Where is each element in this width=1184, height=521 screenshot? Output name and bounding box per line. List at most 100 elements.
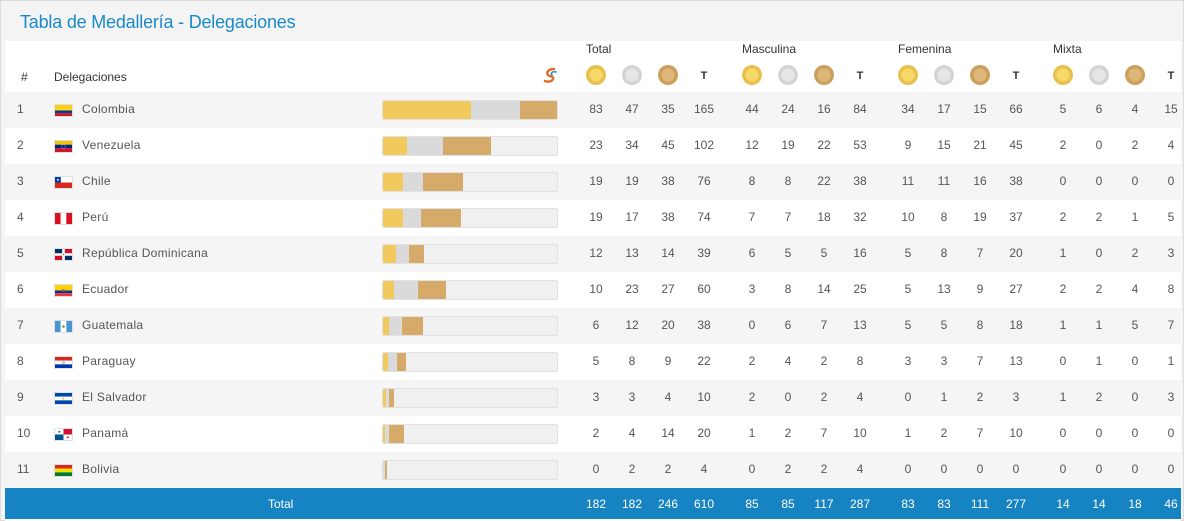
table-row[interactable]: 2 Venezuela 23 34 45 102 12 19 22 53 9 15 21 45 2 0 2 4 (5, 128, 1181, 164)
group-label-femenina: Femenina (898, 42, 952, 56)
mix-gold-cell: 2 (1059, 210, 1067, 224)
country-name[interactable]: El Salvador (82, 390, 147, 404)
table-row[interactable]: 10 Panamá 2 4 14 20 1 2 7 10 1 2 7 10 0 0 0 0 (5, 416, 1181, 452)
masc-bronze-cell: 14 (817, 282, 831, 296)
country-name[interactable]: República Dominicana (82, 246, 209, 260)
fem-bronze-cell: 2 (976, 390, 984, 404)
total-silver-cell: 3 (628, 390, 636, 404)
masc-bronze-cell: 5 (820, 246, 828, 260)
mix-gold-cell: 0 (1059, 174, 1067, 188)
total-bronze-cell: 45 (661, 138, 675, 152)
masc-gold-cell: 1 (748, 426, 756, 440)
fem-total-cell: 13 (1009, 354, 1023, 368)
silver-bar-segment (386, 389, 390, 407)
total-total-cell: 60 (697, 282, 711, 296)
medal-distribution-bar (382, 352, 558, 372)
footer-fem-silver-cell: 83 (937, 497, 951, 511)
fem-bronze-cell: 15 (973, 102, 987, 116)
masc-silver-cell: 8 (784, 282, 792, 296)
fem-gold-cell: 5 (904, 318, 912, 332)
fem-gold-cell: 1 (904, 426, 912, 440)
country-name[interactable]: Colombia (82, 102, 136, 116)
total-total-cell: 38 (697, 318, 711, 332)
table-row[interactable]: 3 Chile 19 19 38 76 8 8 22 38 11 11 16 38 0 0 0 0 (5, 164, 1181, 200)
mix-bronze-cell: 2 (1131, 138, 1139, 152)
masc-gold-cell: 2 (748, 354, 756, 368)
masc-bronze-cell: 7 (820, 426, 828, 440)
footer-masc-gold-cell: 85 (745, 497, 759, 511)
country-name[interactable]: Perú (82, 210, 109, 224)
table-row[interactable]: 9 El Salvador 3 3 4 10 2 0 2 4 0 1 2 3 1 2 0 3 (5, 380, 1181, 416)
total-gold-cell: 10 (589, 282, 603, 296)
mix-bronze-cell: 2 (1131, 246, 1139, 260)
header-silver-medal-icon (778, 65, 798, 85)
header-gold-medal-icon (898, 65, 918, 85)
totals-label: Total (268, 497, 294, 511)
table-row[interactable]: 7 Guatemala 6 12 20 38 0 6 7 13 5 5 8 18 1 1 5 7 (5, 308, 1181, 344)
country-name[interactable]: Paraguay (82, 354, 136, 368)
masc-bronze-cell: 2 (820, 354, 828, 368)
fem-silver-cell: 11 (937, 174, 951, 188)
venezuela-flag-icon (54, 140, 73, 153)
masc-bronze-cell: 7 (820, 318, 828, 332)
country-name[interactable]: Venezuela (82, 138, 141, 152)
total-total-cell: 39 (697, 246, 711, 260)
rank-cell: 9 (17, 390, 24, 404)
mix-bronze-cell: 0 (1131, 426, 1139, 440)
table-row[interactable]: 8 Paraguay 5 8 9 22 2 4 2 8 3 3 7 13 0 1 0 1 (5, 344, 1181, 380)
total-bronze-cell: 9 (664, 354, 672, 368)
fem-silver-cell: 13 (937, 282, 951, 296)
total-silver-cell: 19 (625, 174, 639, 188)
header-silver-medal-icon (934, 65, 954, 85)
country-name[interactable]: Chile (82, 174, 111, 188)
bronze-bar-segment (389, 389, 394, 407)
mix-total-cell: 3 (1167, 390, 1175, 404)
header-silver-medal-icon (622, 65, 642, 85)
medal-distribution-bar (382, 244, 558, 264)
bolivia-flag-icon (54, 464, 73, 477)
total-silver-cell: 34 (625, 138, 639, 152)
fem-bronze-cell: 0 (976, 462, 984, 476)
total-bronze-cell: 20 (661, 318, 675, 332)
header-gold-medal-icon (586, 65, 606, 85)
masc-total-cell: 25 (853, 282, 867, 296)
masc-bronze-cell: 22 (817, 138, 831, 152)
footer-fem-total-cell: 277 (1005, 497, 1027, 511)
fem-gold-cell: 5 (904, 282, 912, 296)
header-total-column: T (856, 70, 864, 82)
table-row[interactable]: 4 Perú 19 17 38 74 7 7 18 32 10 8 19 37 2 2 1 5 (5, 200, 1181, 236)
mix-silver-cell: 1 (1095, 318, 1103, 332)
silver-bar-segment (393, 281, 418, 299)
table-row[interactable]: 11 Bolivia 0 2 2 4 0 2 2 4 0 0 0 0 0 0 0 0 (5, 452, 1181, 488)
footer-masc-bronze-cell: 117 (814, 497, 834, 511)
mix-total-cell: 5 (1167, 210, 1175, 224)
footer-total-silver-cell: 182 (621, 497, 643, 511)
table-row[interactable]: 6 Ecuador 10 23 27 60 3 8 14 25 5 13 9 27 2 2 4 8 (5, 272, 1181, 308)
silver-bar-segment (389, 317, 402, 335)
country-name[interactable]: Ecuador (82, 282, 129, 296)
fem-bronze-cell: 19 (973, 210, 987, 224)
masc-gold-cell: 12 (745, 138, 759, 152)
gold-bar-segment (383, 137, 408, 155)
country-name[interactable]: Panamá (82, 426, 129, 440)
table-row[interactable]: 1 Colombia 83 47 35 165 44 24 16 84 34 17 15 66 5 6 4 15 (5, 92, 1181, 128)
table-row[interactable]: 5 República Dominicana 12 13 14 39 6 5 5 16 5 8 7 20 1… (5, 236, 1181, 272)
masc-total-cell: 84 (853, 102, 867, 116)
masc-silver-cell: 5 (784, 246, 792, 260)
header-total-column: T (700, 70, 708, 82)
total-bronze-cell: 14 (661, 246, 675, 260)
header-bronze-medal-icon (1125, 65, 1145, 85)
total-bronze-cell: 14 (661, 426, 675, 440)
totals-footer: Total 182 182 246 610 85 85 117 287 83 83 111 277 14… (5, 488, 1181, 519)
masc-gold-cell: 8 (748, 174, 756, 188)
total-gold-cell: 2 (592, 426, 600, 440)
total-bronze-cell: 38 (661, 210, 675, 224)
total-gold-cell: 12 (589, 246, 603, 260)
country-name[interactable]: Bolivia (82, 462, 120, 476)
fem-gold-cell: 3 (904, 354, 912, 368)
header-bronze-medal-icon (814, 65, 834, 85)
total-bronze-cell: 4 (664, 390, 672, 404)
el-salvador-flag-icon (54, 392, 73, 405)
masc-bronze-cell: 2 (820, 462, 828, 476)
country-name[interactable]: Guatemala (82, 318, 144, 332)
